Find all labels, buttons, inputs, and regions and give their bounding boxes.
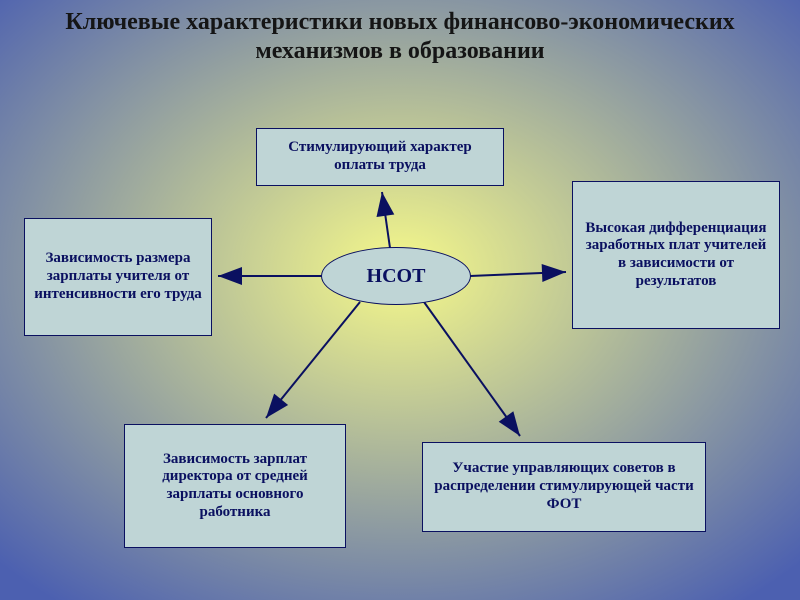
node-right-label: Высокая дифференциация заработных плат у… <box>581 220 771 291</box>
node-left: Зависимость размера зарплаты учителя от … <box>24 218 212 336</box>
diagram-canvas: Ключевые характеристики новых финансово-… <box>0 0 800 600</box>
node-right: Высокая дифференциация заработных плат у… <box>572 181 780 329</box>
node-bottom-right-label: Участие управляющих советов в распределе… <box>431 460 697 513</box>
node-bottom-left-label: Зависимость зарплат директора от средней… <box>133 451 337 522</box>
arrow-top <box>382 192 390 248</box>
node-top-label: Стимулирующий характер оплаты труда <box>265 139 495 174</box>
node-bottom-left: Зависимость зарплат директора от средней… <box>124 424 346 548</box>
arrow-bottom-right <box>424 302 520 436</box>
node-bottom-right: Участие управляющих советов в распределе… <box>422 442 706 532</box>
center-node: НСОТ <box>321 247 471 305</box>
arrow-bottom-left <box>266 302 360 418</box>
node-left-label: Зависимость размера зарплаты учителя от … <box>33 250 203 303</box>
center-node-label: НСОТ <box>367 265 426 288</box>
arrow-right <box>470 272 566 276</box>
node-top: Стимулирующий характер оплаты труда <box>256 128 504 186</box>
diagram-title: Ключевые характеристики новых финансово-… <box>0 8 800 66</box>
